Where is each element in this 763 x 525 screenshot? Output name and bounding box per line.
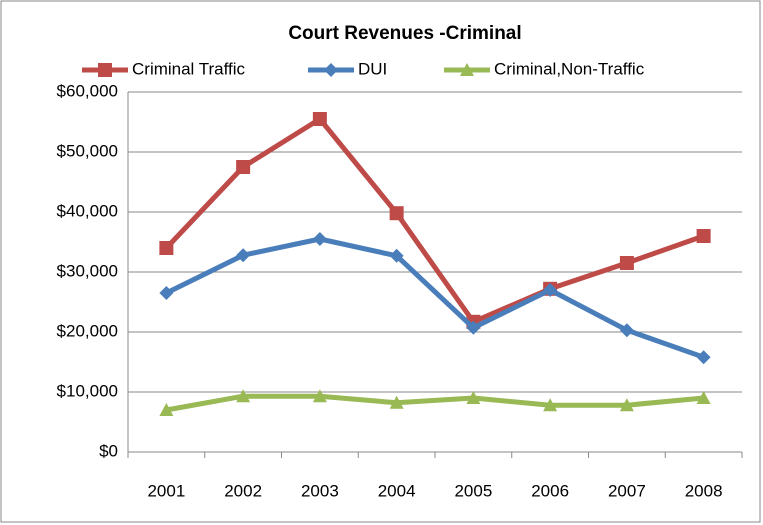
chart-title: Court Revenues -Criminal xyxy=(288,23,521,44)
marker xyxy=(543,398,558,412)
marker xyxy=(543,283,558,297)
marker xyxy=(619,323,634,338)
y-tick-label: $50,000 xyxy=(57,141,118,160)
marker xyxy=(389,206,404,221)
marker xyxy=(696,229,711,243)
y-tick-label: $40,000 xyxy=(57,201,118,220)
marker xyxy=(312,112,327,126)
marker xyxy=(159,286,174,300)
marker xyxy=(389,395,404,409)
y-tick-label: $20,000 xyxy=(57,321,118,340)
marker xyxy=(619,398,634,412)
x-tick-label: 2003 xyxy=(301,481,339,500)
marker xyxy=(312,389,327,403)
marker xyxy=(159,403,174,416)
y-tick-label: $60,000 xyxy=(57,81,118,100)
x-tick-label: 2001 xyxy=(147,481,185,500)
x-tick-label: 2008 xyxy=(685,481,723,500)
marker xyxy=(466,391,481,404)
legend-label: Criminal Traffic xyxy=(132,59,246,78)
marker xyxy=(389,248,404,263)
x-tick-label: 2007 xyxy=(608,481,646,500)
x-tick-label: 2004 xyxy=(378,481,416,500)
marker xyxy=(236,389,251,403)
series-line xyxy=(164,116,705,325)
legend-label: Criminal,Non-Traffic xyxy=(494,59,645,78)
marker xyxy=(460,63,474,76)
marker xyxy=(312,232,327,246)
y-tick-label: $10,000 xyxy=(57,381,118,400)
y-tick-label: $0 xyxy=(99,441,118,460)
marker xyxy=(619,256,634,270)
marker xyxy=(324,63,338,77)
marker xyxy=(159,241,174,255)
marker xyxy=(466,320,481,335)
marker xyxy=(236,248,251,263)
marker xyxy=(696,391,711,404)
legend-label: DUI xyxy=(358,59,387,78)
x-tick-label: 2002 xyxy=(224,481,262,500)
x-tick-label: 2006 xyxy=(531,481,569,500)
series-line xyxy=(165,236,705,360)
marker xyxy=(696,350,711,365)
marker xyxy=(98,63,112,77)
series-line xyxy=(165,393,704,413)
marker xyxy=(236,160,251,174)
y-tick-label: $30,000 xyxy=(57,261,118,280)
x-tick-label: 2005 xyxy=(454,481,492,500)
